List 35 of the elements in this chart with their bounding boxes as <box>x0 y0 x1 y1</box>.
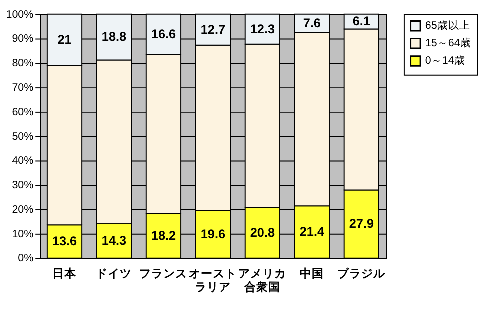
data-label: 12.3 <box>250 22 276 36</box>
data-label: 27.9 <box>349 217 374 232</box>
data-label: 21 <box>58 32 72 47</box>
legend-label: 15～64歳 <box>425 36 472 50</box>
data-label: 6.1 <box>352 14 370 29</box>
data-label: 18.2 <box>151 229 176 244</box>
legend-label: 65歳以上 <box>425 19 470 32</box>
x-tick-label: アメリカ合衆国 <box>238 267 287 294</box>
y-tick-label: 100% <box>6 8 34 21</box>
y-tick-label: 80% <box>12 58 34 70</box>
y-tick-label: 90% <box>12 33 34 46</box>
y-tick-label: 70% <box>12 82 34 94</box>
x-tick-label: フランス <box>140 267 188 280</box>
data-label: 19.6 <box>200 227 226 242</box>
legend-label: 0～14歳 <box>425 54 466 68</box>
y-tick-label: 50% <box>12 130 34 143</box>
data-label: 13.6 <box>52 234 78 249</box>
x-tick-label: 中国 <box>300 266 324 280</box>
data-label: 12.7 <box>200 22 226 37</box>
y-tick-label: 60% <box>12 106 34 118</box>
data-label: 20.8 <box>250 226 276 240</box>
y-tick-label: 10% <box>12 228 34 240</box>
y-tick-label: 40% <box>12 155 34 168</box>
x-tick-label: オーストラリア <box>189 267 238 294</box>
data-label: 14.3 <box>102 234 127 248</box>
data-label: 16.6 <box>151 28 176 42</box>
x-tick-label: 日本 <box>52 266 78 280</box>
data-label: 7.6 <box>303 16 321 31</box>
y-tick-label: 20% <box>12 204 34 216</box>
y-tick-label: 30% <box>12 180 34 192</box>
x-tick-label: ブラジル <box>338 266 387 280</box>
data-label: 21.4 <box>300 225 325 240</box>
data-label: 18.8 <box>102 30 127 44</box>
y-tick-label: 0% <box>18 252 34 265</box>
x-tick-label: ドイツ <box>96 267 132 280</box>
